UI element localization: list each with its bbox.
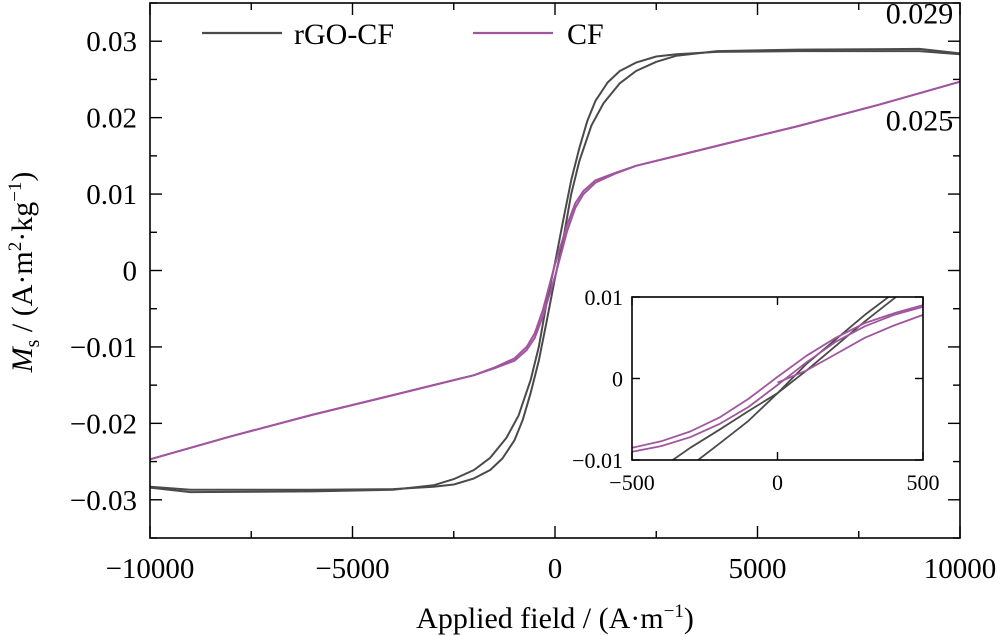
- inset-series-rgo-cf-branch-1: [696, 297, 890, 460]
- inset-x-tick-label: 500: [907, 470, 940, 495]
- annotation-label: 0.029: [886, 0, 954, 31]
- inset-y-tick-label: 0: [612, 367, 623, 392]
- annotation-label: 0.025: [886, 105, 954, 138]
- inset-series-rgo-cf-branch-0: [671, 297, 898, 460]
- x-tick-label: 10000: [924, 553, 997, 585]
- x-tick-label: 0: [548, 553, 563, 585]
- y-tick-label: −0.01: [70, 332, 137, 364]
- inset-y-tick-label: −0.01: [572, 448, 623, 473]
- inset-x-tick-label: −500: [609, 470, 654, 495]
- x-axis-title: Applied field / (A·m−1): [416, 601, 694, 635]
- series-cf-branch-1: [149, 80, 961, 461]
- y-axis-title: Ms / (A·m2·kg−1): [5, 172, 44, 374]
- legend: rGO-CF CF: [202, 18, 604, 51]
- inset-plot: −500 0 500 −0.01 0 0.01: [572, 285, 939, 495]
- y-tick-label: 0: [123, 256, 138, 288]
- y-tick-label: −0.02: [70, 408, 137, 440]
- y-tick-label: 0.03: [86, 26, 137, 58]
- x-tick-label: 5000: [729, 553, 787, 585]
- inset-clip-group: [632, 297, 923, 460]
- inset-axis-ticks: −500 0 500 −0.01 0 0.01: [572, 285, 939, 495]
- main-axis-ticks: −10000 −5000 0 5000 10000−0.03−0.02−0.0100.0…: [70, 2, 997, 585]
- x-tick-label: −5000: [315, 553, 389, 585]
- main-plot-curves: [149, 47, 961, 494]
- y-tick-label: −0.03: [70, 485, 137, 517]
- legend-label-rgo-cf: rGO-CF: [294, 18, 394, 51]
- inset-series-cf-branch-1: [632, 304, 923, 449]
- x-tick-label: −10000: [106, 553, 195, 585]
- y-tick-label: 0.02: [86, 103, 137, 135]
- inset-x-tick-label: 0: [772, 470, 783, 495]
- inset-background: [632, 297, 923, 460]
- series-rgo-cf-branch-1: [149, 47, 961, 491]
- inset-curves: [632, 297, 923, 460]
- annotations: 0.029 0.025: [886, 0, 954, 138]
- inset-y-tick-label: 0.01: [585, 285, 624, 310]
- inset-series-cf-branch-0: [632, 305, 923, 453]
- legend-label-cf: CF: [567, 18, 604, 51]
- y-tick-label: 0.01: [86, 179, 137, 211]
- inset-series-cf-branch-2: [777, 314, 923, 384]
